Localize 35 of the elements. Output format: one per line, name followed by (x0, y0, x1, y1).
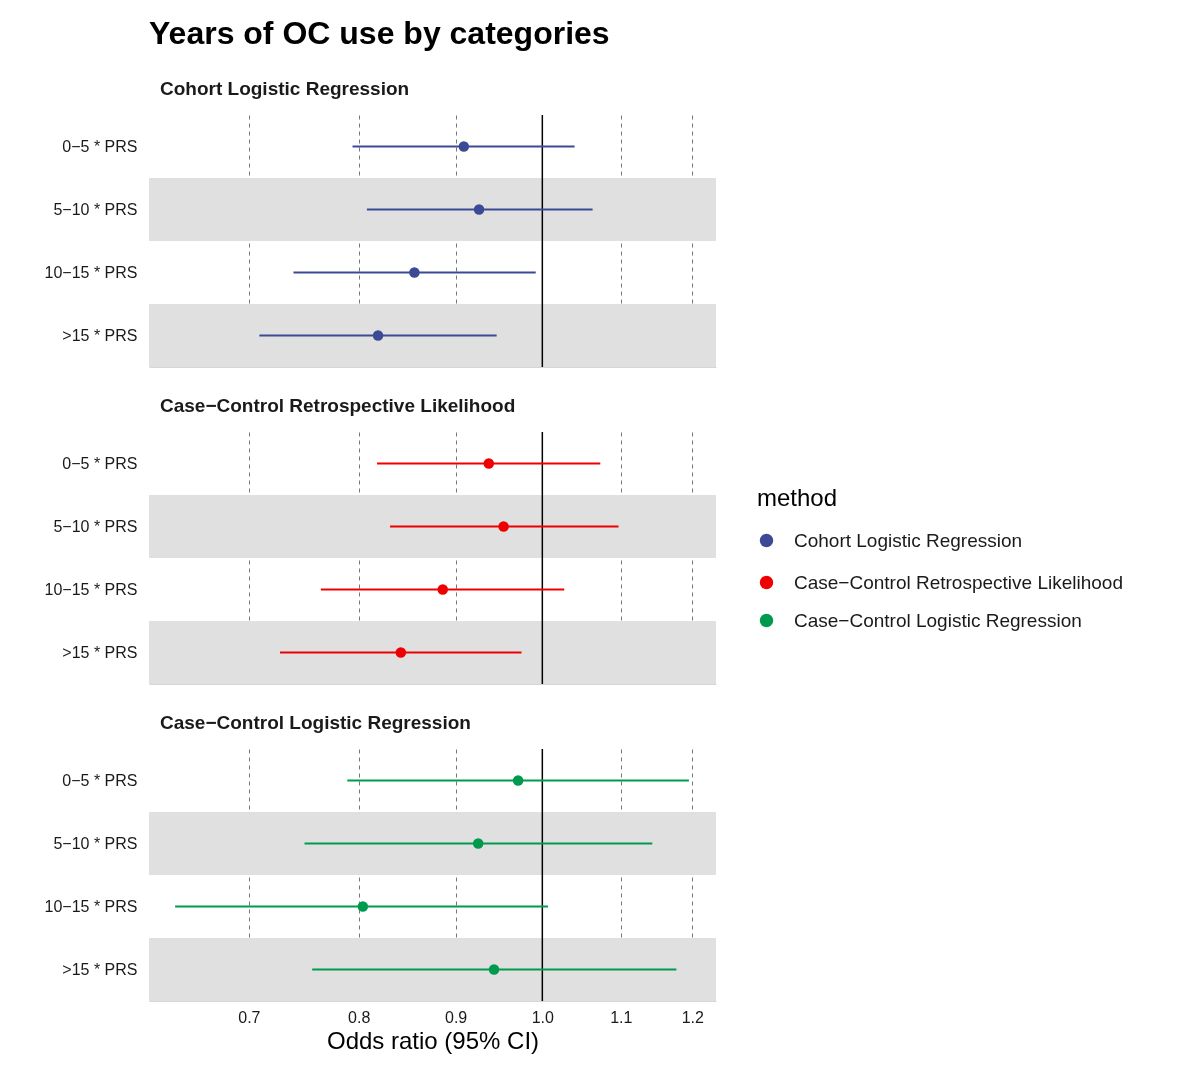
point (498, 521, 509, 532)
legend-label: Case−Control Logistic Regression (794, 609, 1082, 631)
legend-title: method (757, 484, 838, 511)
y-tick-label: 5−10 * PRS (53, 200, 138, 218)
point (372, 330, 384, 341)
x-tick-label: 1.2 (681, 1008, 705, 1026)
y-tick-label: 10−15 * PRS (44, 263, 138, 281)
legend-label: Case−Control Retrospective Likelihood (794, 571, 1123, 593)
point (437, 584, 448, 595)
y-tick-label: 5−10 * PRS (53, 834, 138, 852)
point (409, 267, 420, 278)
x-tick-label: 0.9 (445, 1008, 468, 1026)
x-axis-title: Odds ratio (95% CI) (326, 1026, 540, 1054)
y-tick-label: 5−10 * PRS (53, 517, 138, 535)
point (473, 204, 485, 215)
x-tick-label: 0.7 (238, 1008, 261, 1026)
y-tick-label: 0−5 * PRS (62, 454, 138, 472)
y-tick-label: 0−5 * PRS (62, 137, 138, 155)
y-tick-label: 10−15 * PRS (44, 897, 138, 915)
legend-label: Cohort Logistic Regression (794, 529, 1023, 551)
y-tick-label: >15 * PRS (62, 643, 138, 661)
y-tick-label: 0−5 * PRS (62, 771, 138, 789)
chart-subtitle: Cohort Logistic Regression (160, 78, 410, 99)
point (395, 647, 407, 658)
point (483, 458, 495, 469)
y-tick-label: 10−15 * PRS (44, 580, 138, 598)
x-tick-label: 1.1 (610, 1008, 633, 1026)
x-tick-label: 0.8 (348, 1008, 371, 1026)
y-tick-label: >15 * PRS (62, 326, 138, 344)
y-tick-label: >15 * PRS (62, 960, 138, 978)
chart-subtitle: Case−Control Retrospective Likelihood (160, 395, 516, 416)
x-tick-label: 1.0 (531, 1008, 555, 1026)
chart-title: Years of OC use by categories (149, 15, 610, 51)
chart-subtitle: Case−Control Logistic Regression (160, 712, 471, 733)
point (458, 141, 470, 152)
